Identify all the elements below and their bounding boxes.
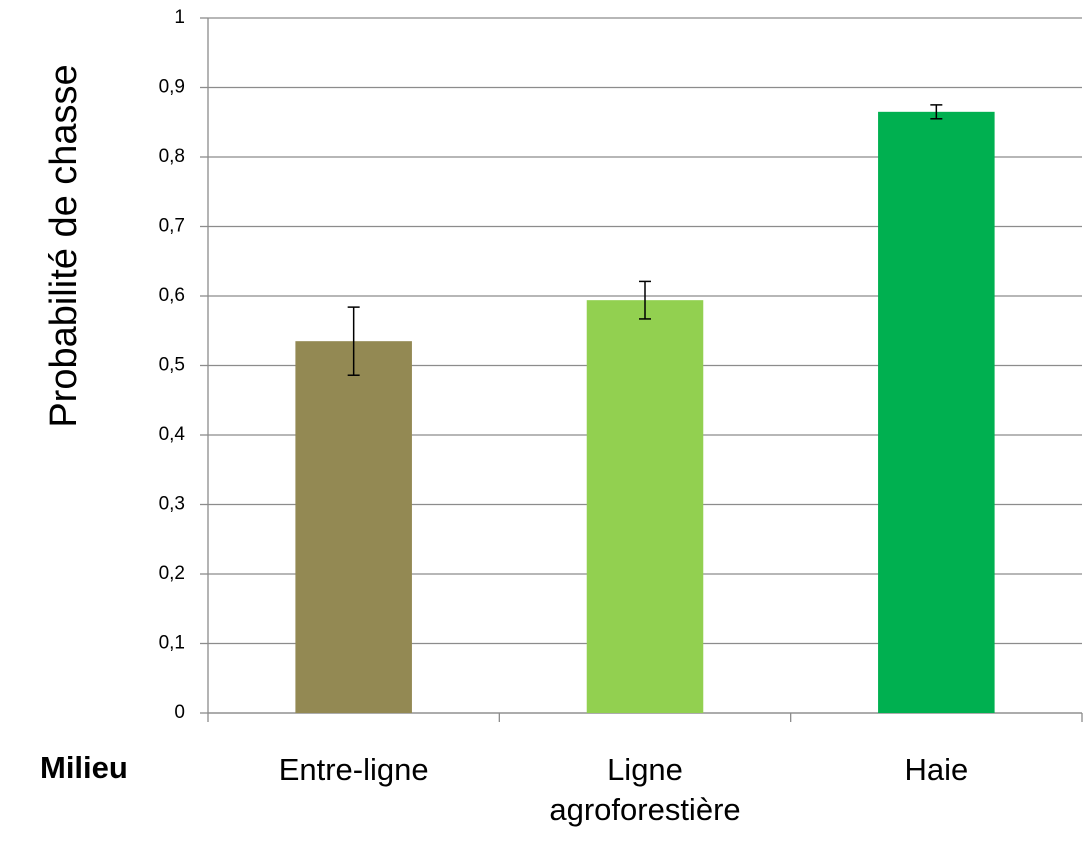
- y-tick-label: 0,1: [159, 633, 185, 654]
- x-axis-label: Milieu: [40, 750, 128, 785]
- y-axis-label: Probabilité de chasse: [43, 64, 85, 427]
- bar: [586, 300, 704, 713]
- error-bar: [639, 280, 651, 320]
- error-bar: [347, 306, 360, 376]
- x-tick-label: Haie: [904, 752, 969, 787]
- y-tick-label: 0: [174, 702, 185, 723]
- y-tick-label: 1: [174, 7, 185, 28]
- bar: [295, 341, 412, 713]
- y-tick-label: 0,2: [159, 563, 185, 584]
- y-tick-label: 0,7: [159, 216, 185, 237]
- y-tick-label: 0,6: [159, 285, 185, 306]
- bar: [878, 111, 995, 713]
- y-tick-label: 0,4: [159, 424, 186, 445]
- y-tick-label: 0,8: [159, 146, 185, 167]
- y-tick-label: 0,5: [159, 355, 185, 376]
- error-bar: [930, 104, 943, 120]
- y-tick-label: 0,3: [159, 494, 185, 515]
- x-tick-label: Entre-ligne: [278, 752, 429, 787]
- x-tick-label: Ligne agroforestière: [549, 752, 741, 827]
- y-tick-label: 0,9: [159, 77, 185, 98]
